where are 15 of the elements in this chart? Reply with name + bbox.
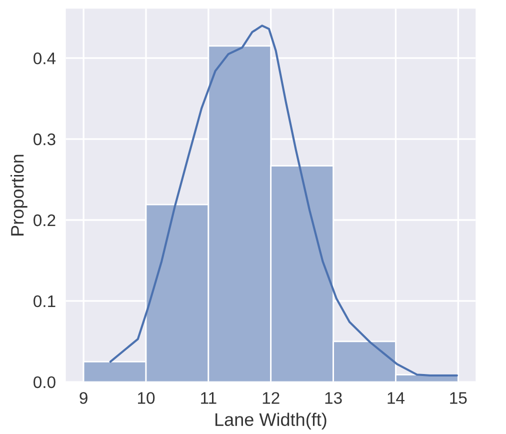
y-tick-label: 0.4 <box>34 52 56 64</box>
x-tick-label: 10 <box>138 392 155 404</box>
x-tick-label: 15 <box>450 392 467 404</box>
y-axis-title: Proportion <box>10 154 28 236</box>
y-tick-label: 0.2 <box>34 214 56 226</box>
x-tick-label: 14 <box>388 392 405 404</box>
x-tick-label: 9 <box>80 392 88 404</box>
y-tick-label: 0.1 <box>34 295 56 308</box>
x-tick-label: 12 <box>262 392 280 404</box>
x-axis-title: Lane Width(ft) <box>216 412 326 430</box>
x-tick-label: 11 <box>201 392 216 404</box>
line-series <box>109 24 458 376</box>
y-tick-label: 0.3 <box>34 133 56 146</box>
x-tick-label: 13 <box>325 392 342 404</box>
y-tick-label: 0.0 <box>34 376 56 388</box>
